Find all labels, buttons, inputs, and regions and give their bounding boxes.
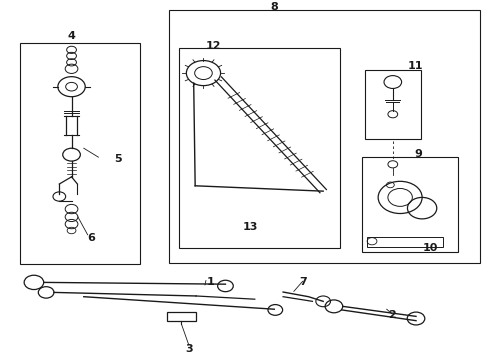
- Text: 3: 3: [185, 344, 193, 354]
- Bar: [179, 48, 340, 248]
- Text: 12: 12: [205, 41, 221, 51]
- Text: 5: 5: [114, 154, 122, 164]
- Text: 10: 10: [423, 243, 439, 253]
- Bar: [20, 43, 140, 265]
- Bar: [167, 312, 196, 321]
- Text: 4: 4: [68, 31, 75, 41]
- Text: 8: 8: [270, 2, 278, 12]
- Text: 6: 6: [87, 233, 95, 243]
- Bar: [169, 10, 480, 263]
- Text: 2: 2: [388, 310, 395, 320]
- Text: 11: 11: [407, 61, 423, 71]
- Text: 7: 7: [299, 278, 307, 287]
- Text: 1: 1: [207, 278, 215, 287]
- Text: 13: 13: [242, 222, 258, 232]
- Bar: [362, 157, 458, 252]
- Text: 9: 9: [415, 149, 422, 159]
- Bar: [365, 69, 421, 139]
- Bar: [367, 237, 443, 247]
